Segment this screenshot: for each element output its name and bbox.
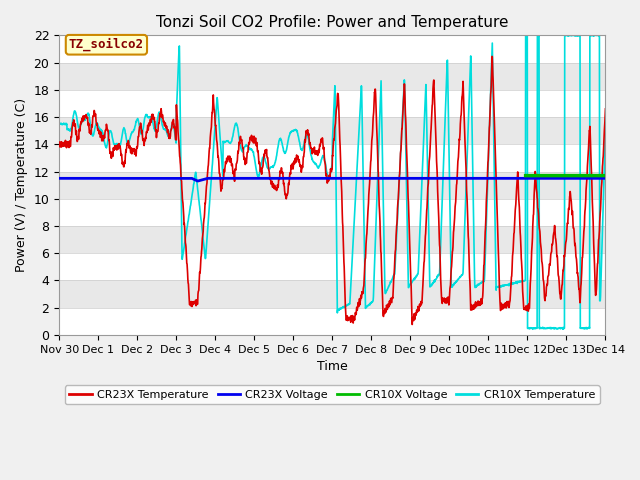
Legend: CR23X Temperature, CR23X Voltage, CR10X Voltage, CR10X Temperature: CR23X Temperature, CR23X Voltage, CR10X … — [65, 385, 600, 404]
Y-axis label: Power (V) / Temperature (C): Power (V) / Temperature (C) — [15, 98, 28, 272]
Bar — [59, 253, 605, 280]
Bar — [59, 199, 605, 226]
Bar — [59, 308, 605, 335]
Bar — [59, 62, 605, 90]
Bar — [59, 280, 605, 308]
Bar — [59, 226, 605, 253]
Bar — [59, 36, 605, 62]
Text: TZ_soilco2: TZ_soilco2 — [69, 38, 144, 51]
Bar — [59, 171, 605, 199]
Bar — [59, 144, 605, 171]
Bar — [59, 117, 605, 144]
Bar — [59, 8, 605, 36]
X-axis label: Time: Time — [317, 360, 348, 373]
Bar — [59, 90, 605, 117]
Title: Tonzi Soil CO2 Profile: Power and Temperature: Tonzi Soil CO2 Profile: Power and Temper… — [156, 15, 509, 30]
